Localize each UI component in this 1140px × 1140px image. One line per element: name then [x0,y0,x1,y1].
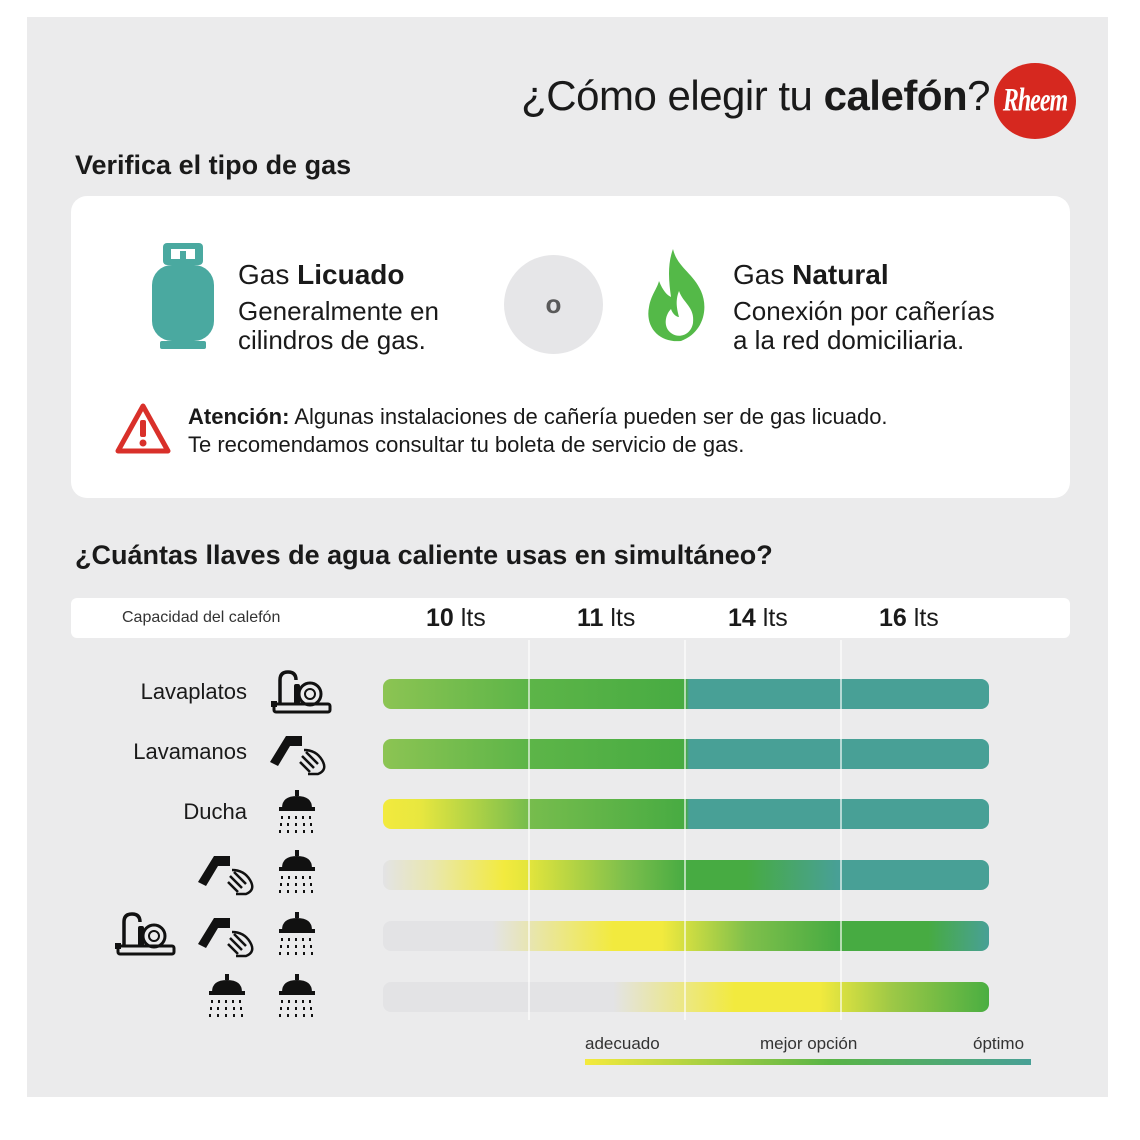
column-separator-11 [528,640,530,1020]
shower-icon [279,790,315,833]
capacity-14: 14 lts [728,604,788,632]
legend-optimo: óptimo [973,1034,1025,1053]
row-label-ducha: Ducha [183,799,247,824]
legend-gradient-bar [585,1059,1031,1065]
bar-lavamanos-ducha [383,860,989,890]
bar-lavamanos [383,739,989,769]
shower-icon [209,974,245,1017]
hand-faucet-icon [198,918,254,958]
row-label-lavaplatos: Lavaplatos [140,679,247,704]
bar-ducha [383,799,989,829]
column-separator-16 [840,640,842,1020]
shower-icon [279,912,315,955]
bar-ducha-ducha [383,982,989,1012]
flame-icon [648,249,705,342]
capacity-header-bar [71,598,1070,638]
shower-icon [279,974,315,1017]
column-separator-14 [684,640,686,1020]
bar-lavaplatos [383,679,989,709]
bar-lavaplatos-lavamanos-ducha [383,921,989,951]
legend-mejor-opcion: mejor opción [760,1034,858,1053]
row-label-lavamanos: Lavamanos [133,739,247,764]
hand-faucet-icon [198,856,254,896]
gas-natural-text: Gas Natural Conexión por cañerías a la r… [733,259,995,355]
dishwasher-sink-icon [271,670,332,714]
gas-cylinder-icon [152,243,214,349]
shower-icon [279,850,315,893]
gas-type-heading: Verifica el tipo de gas [75,150,352,180]
gas-licuado-text: Gas Licuado Generalmente en cilindros de… [238,259,439,355]
page-title: ¿Cómo elegir tu calefón? [521,72,990,119]
hand-faucet-icon [270,736,326,776]
legend-adecuado: adecuado [585,1034,660,1053]
warning-text: Atención: Algunas instalaciones de cañer… [188,404,888,457]
capacity-16: 16 lts [879,604,939,632]
capacity-label: Capacidad del calefón [122,609,281,626]
or-separator: o [504,255,603,354]
capacity-10: 10 lts [426,604,486,632]
dishwasher-sink-icon [115,912,176,956]
capacity-11: 11 lts [577,604,636,632]
faucets-heading: ¿Cuántas llaves de agua caliente usas en… [75,540,773,570]
warning-icon [115,403,171,454]
rheem-logo: Rheem [994,63,1076,139]
